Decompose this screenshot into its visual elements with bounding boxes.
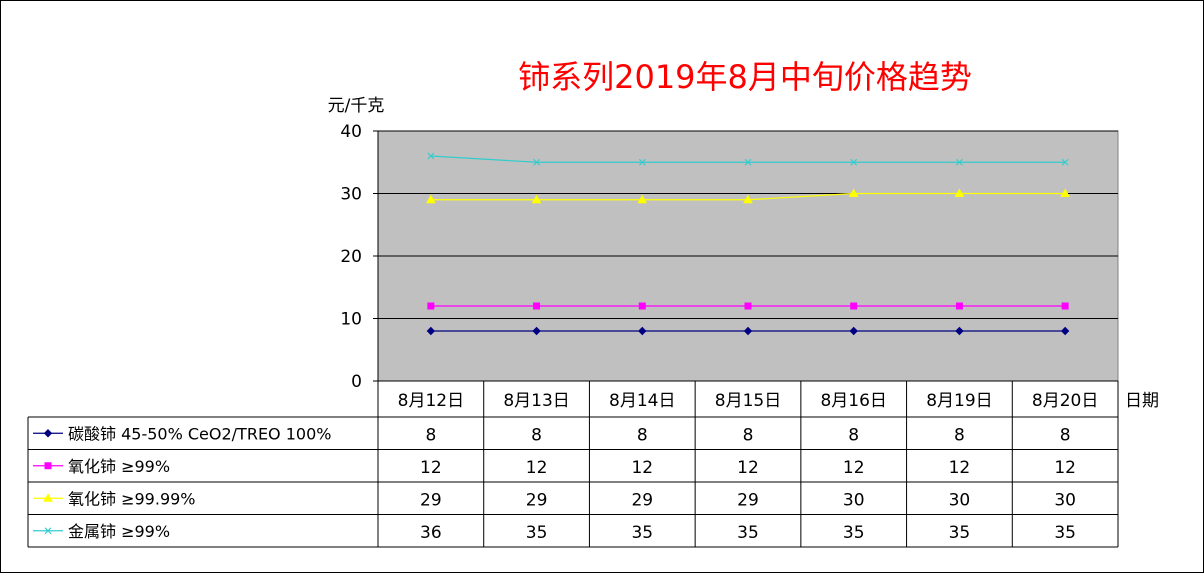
data-point bbox=[743, 194, 753, 204]
data-label: 29 bbox=[420, 490, 442, 510]
data-label: 12 bbox=[1054, 458, 1076, 478]
data-point bbox=[44, 527, 52, 535]
data-label: 12 bbox=[420, 458, 442, 478]
legend-series-name: 氧化铈 ≥99.99% bbox=[68, 489, 196, 508]
data-point-stroke bbox=[956, 158, 963, 166]
data-label: 8 bbox=[743, 425, 754, 445]
data-label: 35 bbox=[1054, 523, 1076, 543]
data-point bbox=[426, 326, 436, 336]
data-label: 8 bbox=[425, 425, 436, 445]
data-label: 12 bbox=[949, 458, 971, 478]
data-label: 8 bbox=[848, 425, 859, 445]
data-point bbox=[1060, 326, 1070, 336]
x-tick-label: 8月13日 bbox=[503, 391, 569, 411]
legend-series-name: 氧化铈 ≥99% bbox=[68, 457, 170, 476]
data-point bbox=[533, 158, 540, 166]
data-point-stroke bbox=[427, 152, 435, 160]
data-point bbox=[427, 302, 435, 310]
y-tick-label: 10 bbox=[340, 310, 362, 330]
data-point bbox=[848, 188, 859, 197]
data-point-stroke bbox=[744, 158, 752, 166]
data-point bbox=[1061, 302, 1069, 310]
data-point bbox=[743, 326, 753, 336]
data-label: 35 bbox=[631, 523, 653, 543]
data-label: 8 bbox=[954, 425, 965, 445]
data-point bbox=[744, 302, 752, 310]
x-axis-label: 日期 bbox=[1125, 391, 1159, 411]
chart-title: 铈系列2019年8月中旬价格趋势 bbox=[518, 58, 972, 96]
x-tick-label: 8月19日 bbox=[926, 391, 992, 411]
data-label: 30 bbox=[1054, 490, 1076, 510]
data-point bbox=[44, 462, 52, 470]
data-point bbox=[425, 194, 436, 204]
y-tick-label: 20 bbox=[340, 247, 362, 267]
data-point-stroke bbox=[44, 527, 52, 535]
plot-area: 0 10 20 30 40 bbox=[340, 122, 1119, 392]
data-label: 8 bbox=[1060, 425, 1071, 445]
data-label: 30 bbox=[843, 490, 865, 510]
legend-series-name: 金属铈 ≥99% bbox=[68, 522, 170, 541]
data-point bbox=[43, 493, 53, 502]
y-tick-label: 0 bbox=[351, 372, 362, 392]
data-point bbox=[850, 158, 858, 166]
x-tick-label: 8月16日 bbox=[820, 391, 886, 411]
data-label: 8 bbox=[637, 425, 648, 445]
data-point bbox=[532, 326, 541, 336]
data-label: 12 bbox=[526, 458, 548, 478]
legend-series-name: 碳酸铈 45-50% CeO2/TREO 100% bbox=[68, 424, 331, 443]
data-label: 29 bbox=[631, 490, 653, 510]
data-label: 30 bbox=[949, 490, 971, 510]
data-label: 35 bbox=[737, 523, 759, 543]
data-point-stroke bbox=[850, 158, 858, 166]
data-point bbox=[744, 158, 752, 166]
data-point bbox=[849, 326, 858, 336]
data-point bbox=[638, 326, 647, 336]
data-point-stroke bbox=[533, 158, 540, 166]
data-point bbox=[533, 302, 541, 310]
data-point bbox=[1060, 188, 1071, 197]
data-label: 35 bbox=[526, 523, 548, 543]
data-point-stroke bbox=[638, 158, 646, 166]
data-point bbox=[637, 194, 648, 204]
data-point bbox=[531, 194, 542, 204]
x-tick-label: 8月20日 bbox=[1032, 391, 1098, 411]
data-label: 12 bbox=[843, 458, 865, 478]
y-tick-label: 30 bbox=[340, 185, 362, 205]
data-point bbox=[43, 429, 53, 438]
y-tick-label: 40 bbox=[340, 122, 362, 142]
data-point bbox=[638, 158, 646, 166]
data-label: 29 bbox=[737, 490, 759, 510]
data-label: 29 bbox=[526, 490, 548, 510]
x-tick-label: 8月15日 bbox=[715, 391, 781, 411]
data-label: 35 bbox=[949, 523, 971, 543]
data-point bbox=[427, 152, 435, 160]
data-point-stroke bbox=[1061, 158, 1069, 166]
data-label: 8 bbox=[531, 425, 542, 445]
data-point bbox=[955, 302, 963, 310]
data-point bbox=[955, 326, 964, 336]
data-label: 12 bbox=[737, 458, 759, 478]
data-label: 35 bbox=[843, 523, 865, 543]
data-label: 36 bbox=[420, 523, 442, 543]
data-label: 12 bbox=[631, 458, 653, 478]
x-tick-label: 8月14日 bbox=[609, 391, 675, 411]
y-axis-label: 元/千克 bbox=[328, 96, 385, 116]
data-point bbox=[638, 302, 646, 310]
data-point bbox=[954, 188, 965, 197]
x-tick-label: 8月12日 bbox=[398, 391, 464, 411]
data-point bbox=[956, 158, 963, 166]
data-point bbox=[1061, 158, 1069, 166]
data-point bbox=[850, 302, 858, 310]
